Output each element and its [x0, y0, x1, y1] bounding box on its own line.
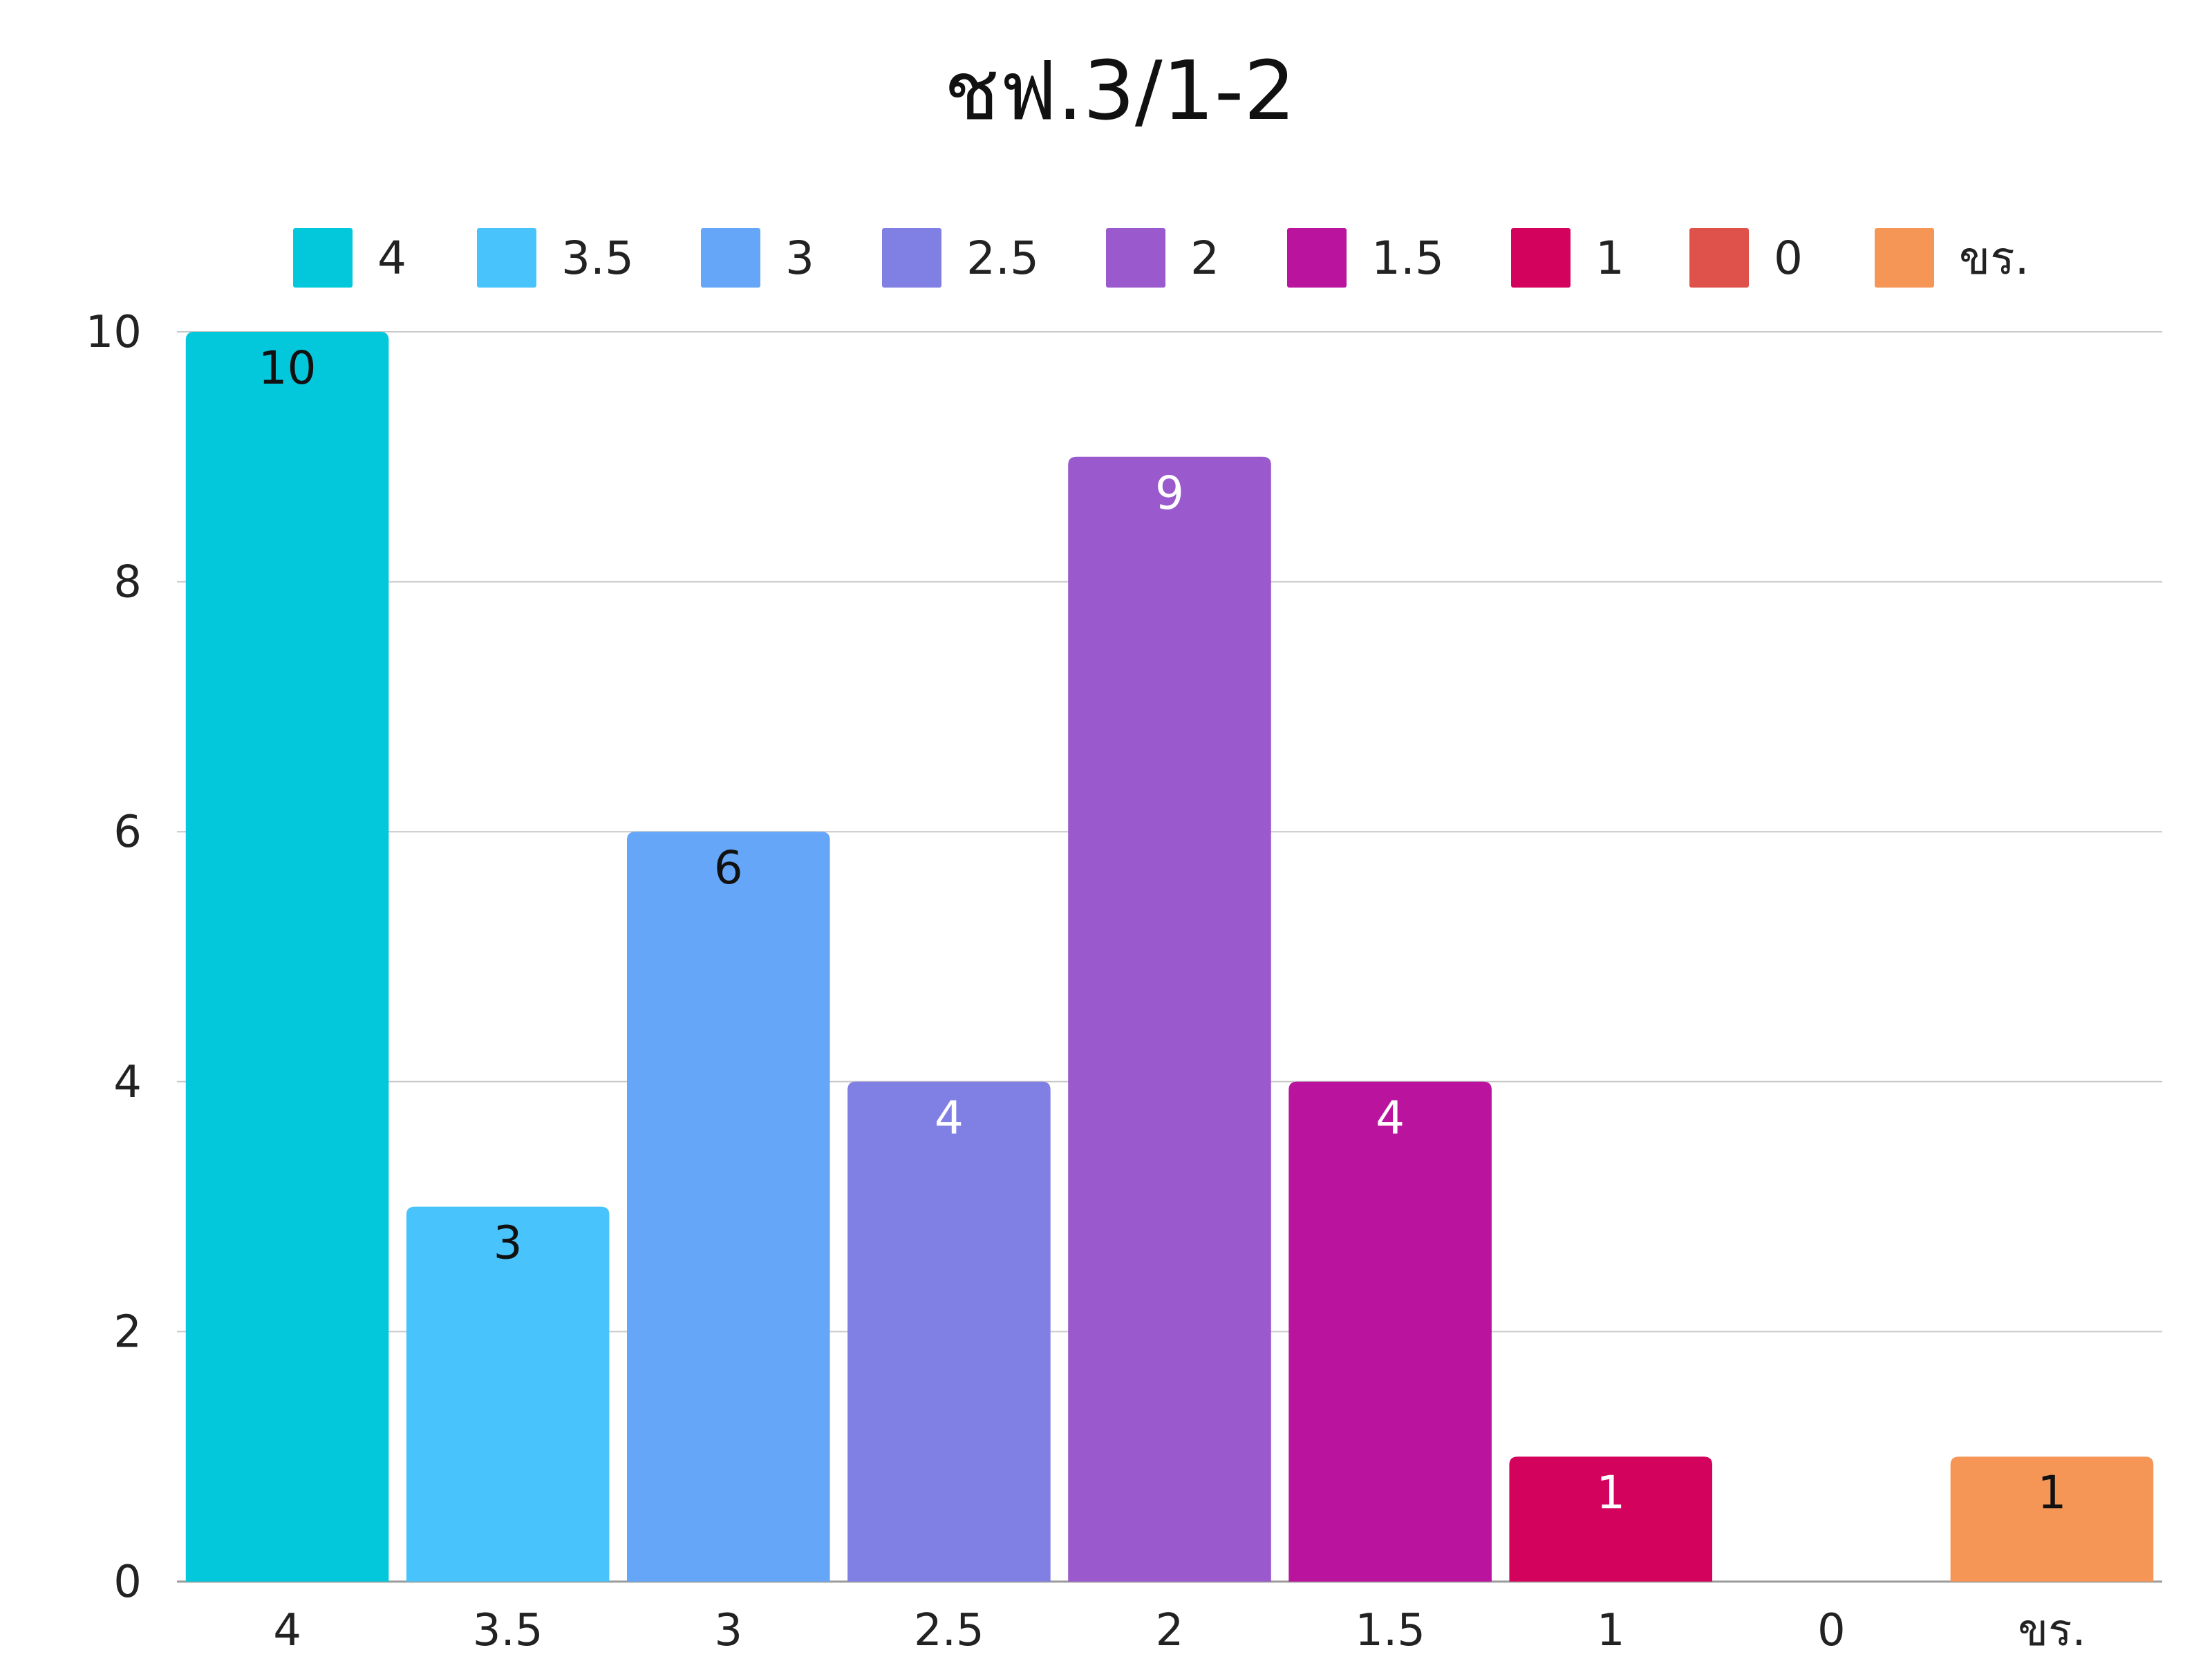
x-tick-label: 0: [1817, 1605, 1846, 1656]
legend-item: 2: [1106, 228, 1219, 288]
legend-swatch: [1689, 228, 1749, 288]
legend-swatch: [293, 228, 353, 288]
legend-label: 1: [1595, 232, 1624, 285]
legend-item: 0: [1689, 228, 1803, 288]
bars: [185, 332, 2154, 1582]
x-tick-label: 2.5: [914, 1605, 984, 1656]
chart-title: ชฟ.3/1-2: [944, 43, 1296, 138]
bar-0: [185, 332, 389, 1582]
legend-item: 1: [1511, 228, 1624, 288]
bar-1: [406, 1206, 610, 1582]
legend-swatch: [1511, 228, 1571, 288]
y-tick-label: 6: [113, 807, 142, 858]
legend-label: 3: [785, 232, 814, 285]
x-tick-label: 3: [714, 1605, 742, 1656]
legend-item: 4: [293, 228, 406, 288]
legend-label: 2: [1190, 232, 1219, 285]
legend-item: 3: [701, 228, 814, 288]
bar-8: [1950, 1456, 2154, 1582]
legend-swatch: [477, 228, 536, 288]
x-tick-label: 3.5: [473, 1605, 543, 1656]
x-tick-label: 2: [1156, 1605, 1184, 1656]
legend-label: 2.5: [966, 232, 1039, 285]
legend-item: 1.5: [1287, 228, 1444, 288]
data-label: 9: [1155, 467, 1184, 520]
legend-swatch: [882, 228, 941, 288]
legend-item: ขร.: [1875, 228, 2030, 288]
x-tick-label: 1.5: [1355, 1605, 1425, 1656]
data-label: 1: [1596, 1466, 1625, 1519]
data-label: 3: [494, 1217, 523, 1270]
legend: 4 3.5 3 2.5 2 1.5 1 0 ขร.: [293, 228, 2030, 288]
data-label: 1: [2037, 1466, 2066, 1519]
x-tick-label: 1: [1597, 1605, 1625, 1656]
legend-label: 4: [377, 232, 406, 285]
legend-swatch: [1875, 228, 1934, 288]
data-label: 10: [259, 341, 317, 395]
legend-label: 3.5: [561, 232, 634, 285]
bar-5: [1288, 1081, 1492, 1582]
data-label: 4: [935, 1091, 964, 1145]
legend-item: 3.5: [477, 228, 634, 288]
y-tick-label: 4: [113, 1057, 142, 1108]
y-tick-label: 0: [113, 1557, 142, 1608]
y-axis-ticks: 0 2 4 6 8 10: [86, 307, 142, 1608]
x-tick-label: 4: [273, 1605, 301, 1656]
legend-label: ขร.: [1959, 232, 2030, 285]
y-tick-label: 8: [113, 557, 142, 608]
legend-label: 1.5: [1371, 232, 1444, 285]
bar-3: [847, 1081, 1051, 1582]
bar-6: [1509, 1456, 1713, 1582]
data-labels: 10 3 6 4 9 4 1 1: [259, 341, 2067, 1519]
legend-item: 2.5: [882, 228, 1039, 288]
legend-swatch: [701, 228, 760, 288]
x-axis-ticks: 4 3.5 3 2.5 2 1.5 1 0 ขร.: [273, 1605, 2086, 1656]
y-tick-label: 10: [86, 307, 142, 358]
bar-2: [626, 832, 830, 1582]
y-tick-label: 2: [113, 1306, 142, 1358]
legend-swatch: [1287, 228, 1347, 288]
data-label: 6: [714, 841, 743, 894]
x-tick-label: ขร.: [2018, 1605, 2086, 1656]
bar-4: [1068, 456, 1271, 1582]
legend-swatch: [1106, 228, 1165, 288]
data-label: 4: [1376, 1091, 1405, 1145]
legend-label: 0: [1774, 232, 1803, 285]
